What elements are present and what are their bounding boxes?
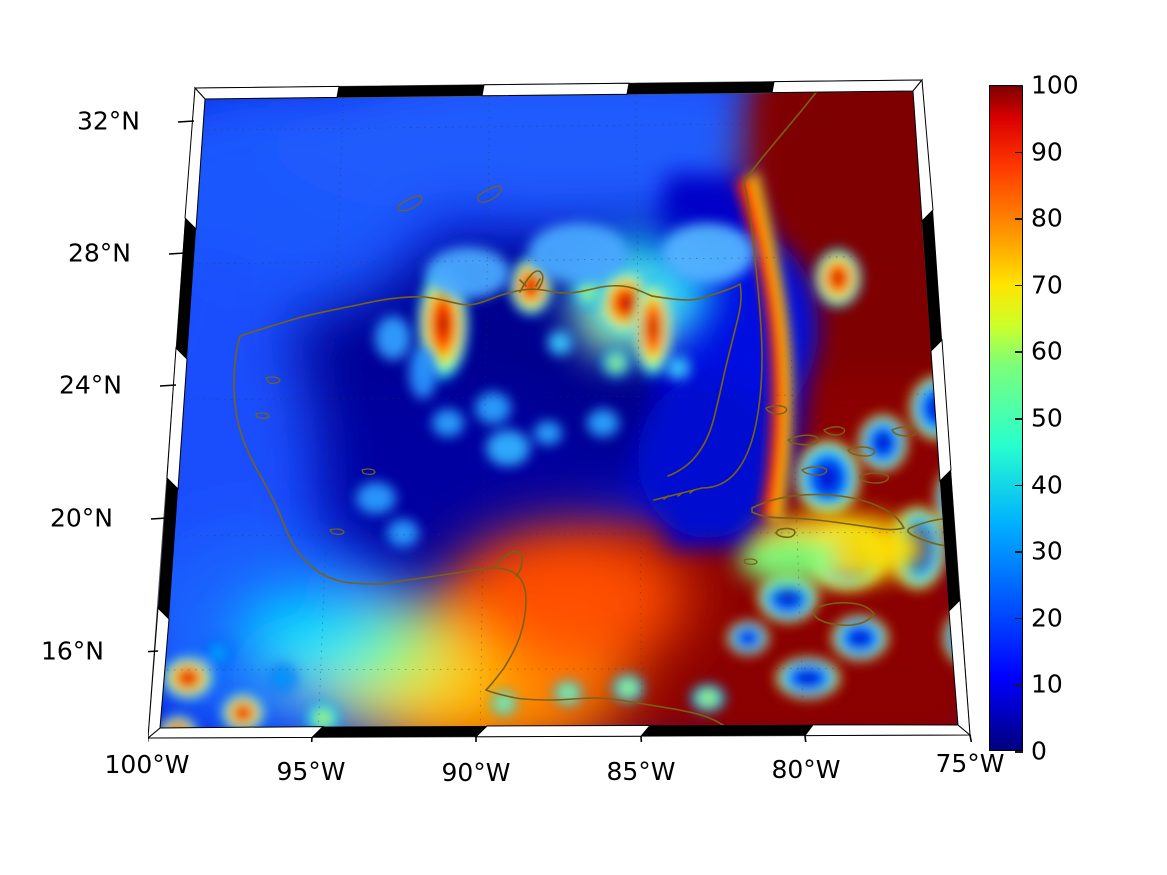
colorbar-tick-60 <box>1015 351 1023 353</box>
lon-tick-label-95w: 95°W <box>276 757 346 786</box>
colorbar-label-20: 20 <box>1031 603 1063 633</box>
lon-tick-label-90w: 90°W <box>441 758 511 787</box>
colorbar-tick-100 <box>1015 85 1023 87</box>
colorbar-tick-70 <box>1015 284 1023 287</box>
map-plot-area[interactable] <box>148 78 974 742</box>
colorbar-label-40: 40 <box>1031 470 1063 500</box>
colorbar-tick-0 <box>1015 751 1023 753</box>
colorbar-label-30: 30 <box>1031 536 1063 566</box>
colorbar-tick-20 <box>1015 617 1023 620</box>
heatmap-raster <box>148 78 973 742</box>
colorbar-label-60: 60 <box>1031 336 1063 366</box>
lon-tick-label-80w: 80°W <box>771 755 841 784</box>
colorbar-tick-10 <box>1015 684 1023 686</box>
colorbar-label-10: 10 <box>1031 669 1063 699</box>
colorbar-label-90: 90 <box>1031 137 1063 167</box>
lon-tick-label-85w: 85°W <box>606 757 676 786</box>
colorbar-tick-80 <box>1015 218 1023 220</box>
colorbar-tick-90 <box>1015 151 1023 154</box>
lon-tick-marks <box>148 734 973 742</box>
colorbar-tick-30 <box>1015 551 1023 553</box>
colorbar-label-70: 70 <box>1031 270 1063 300</box>
lat-tick-label-24n: 24°N <box>58 370 122 400</box>
colorbar[interactable]: 100 90 80 70 60 50 40 30 20 10 0 <box>989 73 1079 764</box>
map-raster-clip <box>148 78 974 742</box>
colorbar-label-80: 80 <box>1031 203 1063 233</box>
lat-tick-label-20n: 20°N <box>49 503 113 533</box>
map-frame <box>148 78 973 742</box>
lat-tick-label-16n: 16°N <box>40 636 104 666</box>
colorbar-label-100: 100 <box>1031 70 1079 100</box>
colorbar-label-0: 0 <box>1031 736 1047 766</box>
lon-tick-label-75w: 75°W <box>935 749 1005 778</box>
lat-tick-label-32n: 32°N <box>76 106 140 136</box>
coastlines <box>233 80 970 735</box>
lon-tick-label-100w: 100°W <box>104 750 190 779</box>
colorbar-label-50: 50 <box>1031 403 1063 433</box>
lat-tick-label-28n: 28°N <box>67 238 131 268</box>
colorbar-tick-40 <box>1015 484 1023 487</box>
lat-tick-marks <box>148 120 195 653</box>
colorbar-tick-50 <box>1015 418 1023 420</box>
